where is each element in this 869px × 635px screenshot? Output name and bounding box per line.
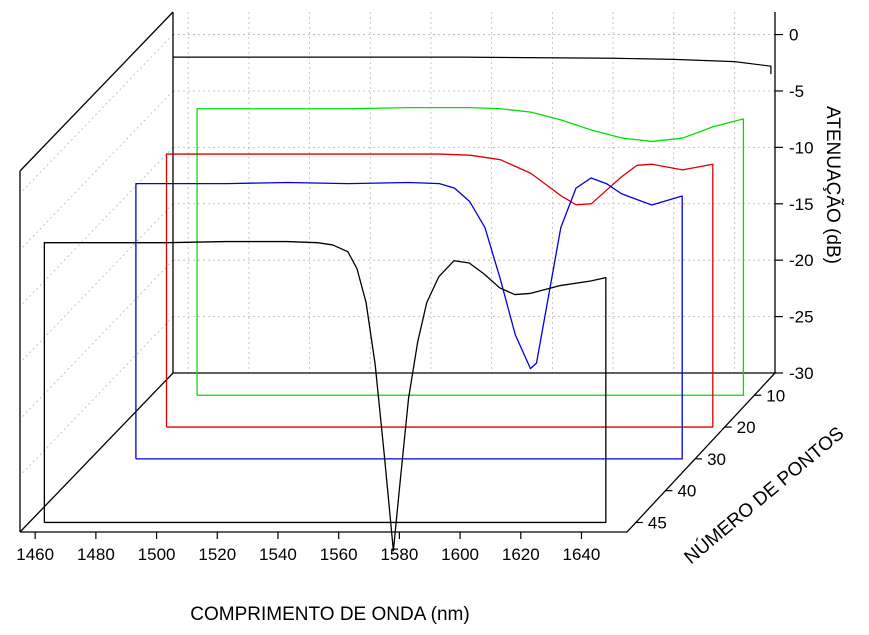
x-tick-label: 1520 (198, 545, 236, 564)
grid-line (19, 90, 174, 251)
y-tick-label: 20 (737, 418, 756, 437)
series-group (43, 56, 772, 552)
x-tick-label: 1600 (441, 545, 479, 564)
x-tick-label: 1540 (259, 545, 297, 564)
x-tick-label: 1560 (320, 545, 358, 564)
z-tick-label: -20 (789, 251, 814, 270)
y-tick-label: 45 (648, 513, 667, 532)
grid-line (19, 259, 174, 420)
grid-line (19, 147, 174, 307)
series-line-30 (135, 177, 683, 460)
z-tick-label: -10 (789, 138, 814, 157)
x-tick-label: 1500 (138, 545, 176, 564)
tick-marks (34, 33, 783, 539)
series-line-20 (165, 153, 714, 428)
y-axis-title: NÚMERO DE PONTOS (680, 422, 848, 568)
grid-line (19, 316, 174, 476)
z-tick-label: -30 (789, 364, 814, 383)
axes-frame (19, 11, 777, 533)
grid-line (19, 203, 174, 364)
z-tick-label: 0 (789, 26, 798, 45)
z-tick-label: -15 (789, 195, 814, 214)
x-axis-title: COMPRIMENTO DE ONDA (nm) (190, 604, 469, 625)
series-line-45 (43, 240, 607, 552)
z-tick-label: -25 (789, 308, 814, 327)
y-tick-label: 30 (707, 450, 726, 469)
y-tick-label: 10 (766, 386, 785, 405)
x-tick-label: 1640 (563, 545, 601, 564)
gridlines (19, 12, 775, 533)
grid-line (19, 34, 174, 194)
x-tick-label: 1620 (502, 545, 540, 564)
x-tick-label: 1460 (16, 545, 54, 564)
x-tick-label: 1480 (77, 545, 115, 564)
top-left-edge (19, 11, 174, 172)
x-tick-label: 1580 (380, 545, 418, 564)
y-tick-label: 40 (677, 482, 696, 501)
z-tick-label: -5 (789, 82, 804, 101)
series-line-10 (196, 106, 745, 396)
tick-labels: 1460 1480 1500 1520 1540 1560 1580 1600 1620 1640… (16, 26, 813, 564)
series-line-back (173, 56, 772, 75)
z-axis-title: ATENUAÇÃO (dB) (822, 106, 844, 264)
